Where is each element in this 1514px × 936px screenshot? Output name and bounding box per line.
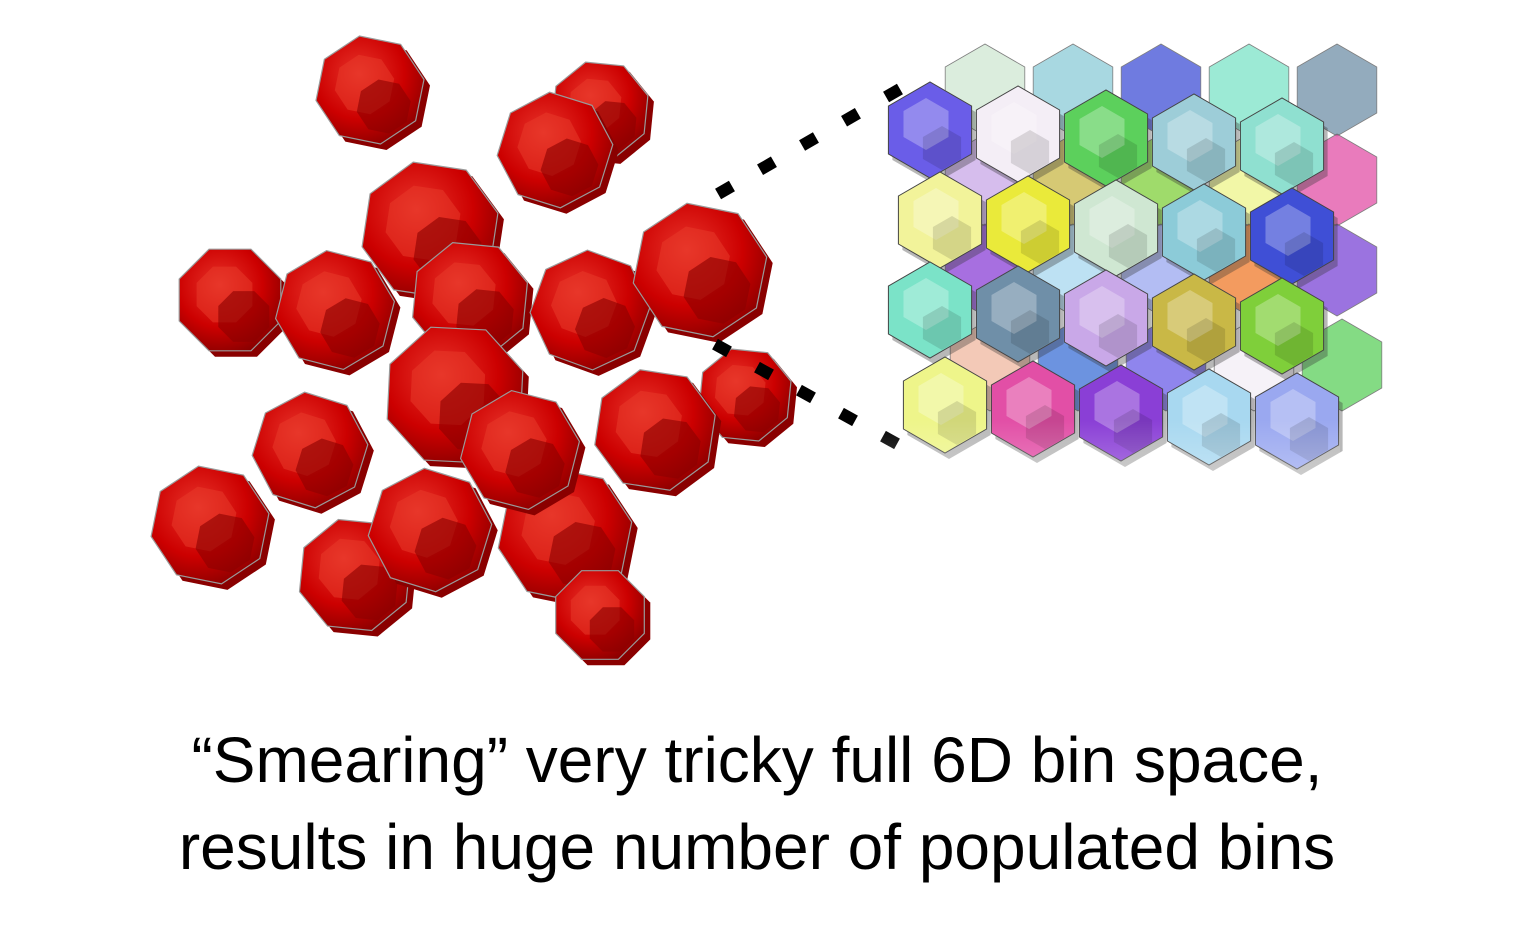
caption-line-2: results in huge number of populated bins	[0, 815, 1514, 879]
dot	[715, 181, 735, 199]
red-cell	[179, 249, 287, 357]
truncated-octahedra-cluster	[151, 36, 797, 665]
red-cell	[316, 36, 430, 150]
figure-illustration	[0, 0, 1514, 700]
red-cell	[633, 203, 772, 342]
dot	[796, 385, 816, 403]
dot	[841, 108, 861, 126]
caption-line-1: “Smearing” very tricky full 6D bin space…	[0, 728, 1514, 792]
red-cell	[151, 466, 275, 590]
dot	[799, 132, 819, 150]
red-cell	[556, 571, 651, 666]
dot	[757, 157, 777, 175]
red-cell	[252, 392, 374, 514]
dot	[838, 408, 858, 426]
bin-grid-honeycomb	[880, 44, 1382, 530]
